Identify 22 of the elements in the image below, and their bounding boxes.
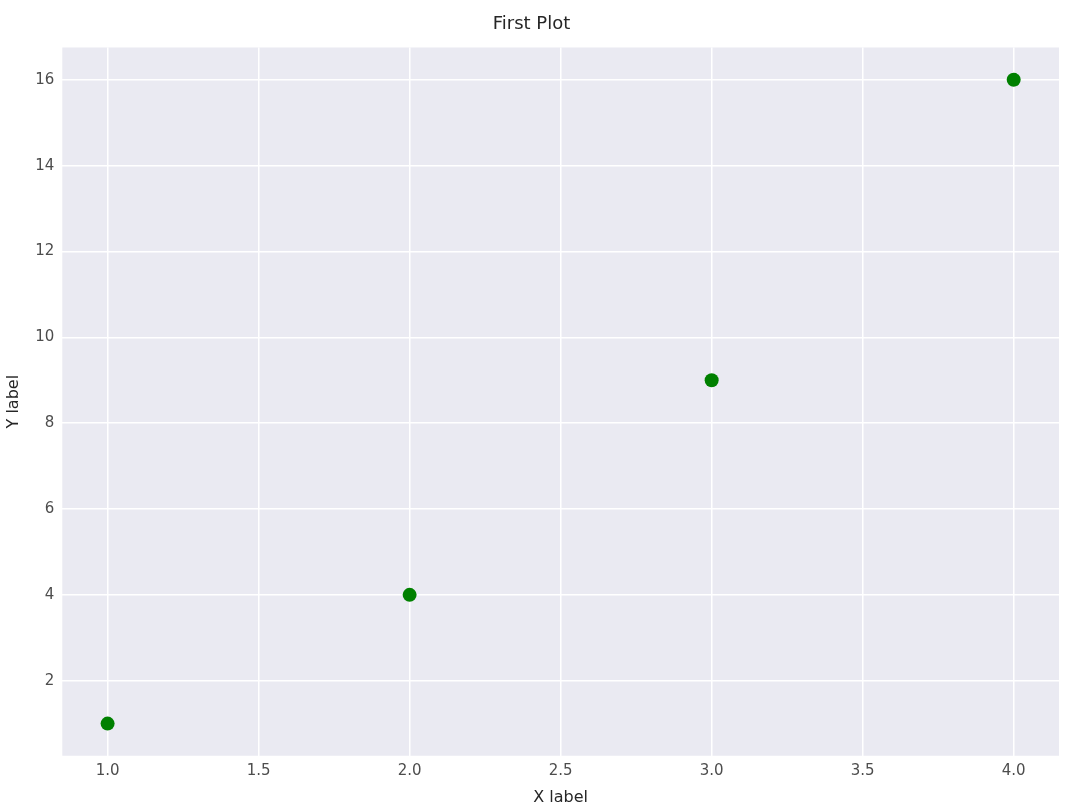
y-tick-label: 2 <box>44 670 55 689</box>
x-tick-label: 1.5 <box>246 760 271 779</box>
point <box>1006 72 1021 87</box>
y-tick-label: 16 <box>35 69 55 88</box>
y-axis-title: Y label <box>2 374 22 430</box>
y-tick-label: 12 <box>35 241 55 260</box>
x-tick-label: 2.5 <box>548 760 573 779</box>
x-tick-label: 2.0 <box>397 760 422 779</box>
y-tick-label: 14 <box>35 155 55 174</box>
x-tick-label: 4.0 <box>1001 760 1026 779</box>
x-axis-title: X label <box>533 786 589 806</box>
y-tick-label: 8 <box>44 413 55 432</box>
point <box>100 716 115 731</box>
point <box>704 373 719 388</box>
y-tick-label: 10 <box>35 327 55 346</box>
chart-title: First Plot <box>492 12 571 34</box>
x-tick-label: 3.5 <box>850 760 875 779</box>
y-tick-label: 4 <box>44 584 55 603</box>
point <box>402 587 417 602</box>
x-tick-label: 3.0 <box>699 760 724 779</box>
y-tick-label: 6 <box>44 498 55 517</box>
x-tick-label: 1.0 <box>95 760 120 779</box>
